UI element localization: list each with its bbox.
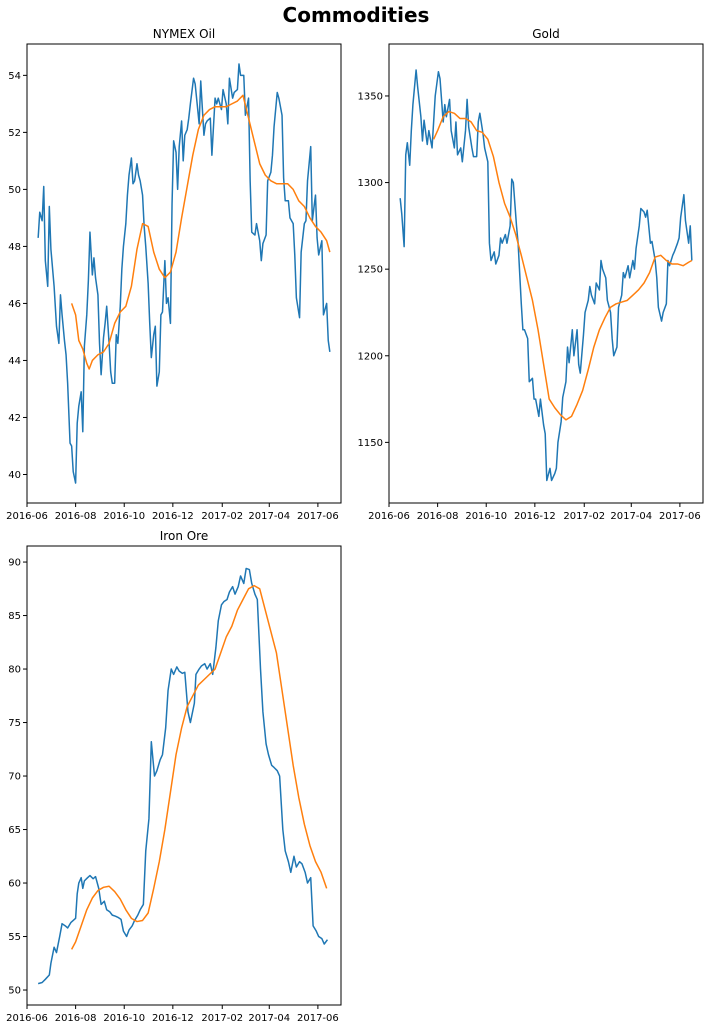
nymex-oil-y-tick-label: 44 [8, 356, 21, 367]
iron-ore-y-tick-label: 90 [8, 558, 21, 569]
iron-ore-y-tick-label: 55 [8, 932, 21, 943]
gold-x-tick-label: 2016-12 [514, 511, 556, 522]
gold-x-tick-label: 2016-06 [368, 511, 410, 522]
nymex-oil-y-tick-label: 40 [8, 470, 21, 481]
nymex-oil-x-tick-label: 2016-06 [6, 511, 48, 522]
iron-ore-chart: Iron Ore 2016-06 2016-08 2016-10 2016-12 2017… [6, 529, 342, 1024]
gold-y-tick-label: 1350 [358, 91, 383, 102]
nymex-oil-x-tick-label: 2017-06 [297, 511, 339, 522]
iron-ore-axes-frame [26, 545, 342, 1006]
iron-ore-x-tick-label: 2016-08 [55, 1013, 97, 1024]
nymex-oil-x-tick-label: 2017-02 [201, 511, 243, 522]
nymex-oil-axes-frame [26, 43, 342, 504]
iron-ore-y-tick-label: 80 [8, 665, 21, 676]
iron-ore-y-tick-label: 60 [8, 879, 21, 890]
iron-ore-x-tick-label: 2016-10 [103, 1013, 145, 1024]
iron-ore-x-tick-label: 2017-02 [201, 1013, 243, 1024]
gold-y-tick-label: 1150 [358, 438, 383, 449]
nymex-oil-price-line [37, 63, 331, 484]
iron-ore-y-tick-label: 70 [8, 772, 21, 783]
iron-ore-x-tick-label: 2016-06 [6, 1013, 48, 1024]
nymex-oil-x-tick-label: 2017-04 [248, 511, 290, 522]
gold-x-tick-label: 2017-06 [659, 511, 701, 522]
nymex-oil-x-tick-label: 2016-10 [103, 511, 145, 522]
nymex-oil-y-tick-label: 48 [8, 242, 21, 253]
nymex-oil-y-tick-label: 52 [8, 128, 21, 139]
nymex-oil-y-tick-label: 42 [8, 413, 21, 424]
iron-ore-price-line [37, 567, 329, 985]
gold-x-tick-label: 2017-04 [610, 511, 652, 522]
gold-y-tick-label: 1200 [358, 351, 383, 362]
gold-x-tick-label: 2016-08 [417, 511, 459, 522]
nymex-oil-x-tick-label: 2016-08 [55, 511, 97, 522]
iron-ore-y-tick-label: 75 [8, 718, 21, 729]
gold-y-tick-label: 1250 [358, 265, 383, 276]
gold-moving-average-line [432, 110, 693, 421]
gold-chart: Gold 2016-06 2016-08 2016-10 2016-12 2017-02 2… [358, 27, 704, 522]
iron-ore-x-tick-label: 2017-04 [248, 1013, 290, 1024]
gold-x-tick-label: 2017-02 [563, 511, 605, 522]
nymex-oil-y-tick-label: 46 [8, 299, 21, 310]
nymex-oil-y-tick-label: 54 [8, 71, 21, 82]
gold-x-tick-label: 2016-10 [465, 511, 507, 522]
iron-ore-y-tick-label: 85 [8, 611, 21, 622]
nymex-oil-x-tick-label: 2016-12 [152, 511, 194, 522]
gold-price-line [399, 69, 693, 482]
nymex-oil-moving-average-line [70, 94, 331, 370]
iron-ore-moving-average-line [70, 584, 328, 950]
gold-axes-frame [388, 43, 704, 504]
figure-title: Commodities [283, 3, 430, 27]
iron-ore-y-tick-label: 50 [8, 986, 21, 997]
iron-ore-x-tick-label: 2016-12 [152, 1013, 194, 1024]
nymex-oil-chart: NYMEX Oil 2016-06 2016-08 2016-10 2016-12 201… [6, 27, 342, 522]
nymex-oil-y-tick-label: 50 [8, 185, 21, 196]
gold-title: Gold [532, 27, 560, 41]
iron-ore-title: Iron Ore [160, 529, 208, 543]
iron-ore-x-tick-label: 2017-06 [297, 1013, 339, 1024]
gold-y-tick-label: 1300 [358, 178, 383, 189]
nymex-oil-title: NYMEX Oil [153, 27, 215, 41]
iron-ore-y-tick-label: 65 [8, 825, 21, 836]
